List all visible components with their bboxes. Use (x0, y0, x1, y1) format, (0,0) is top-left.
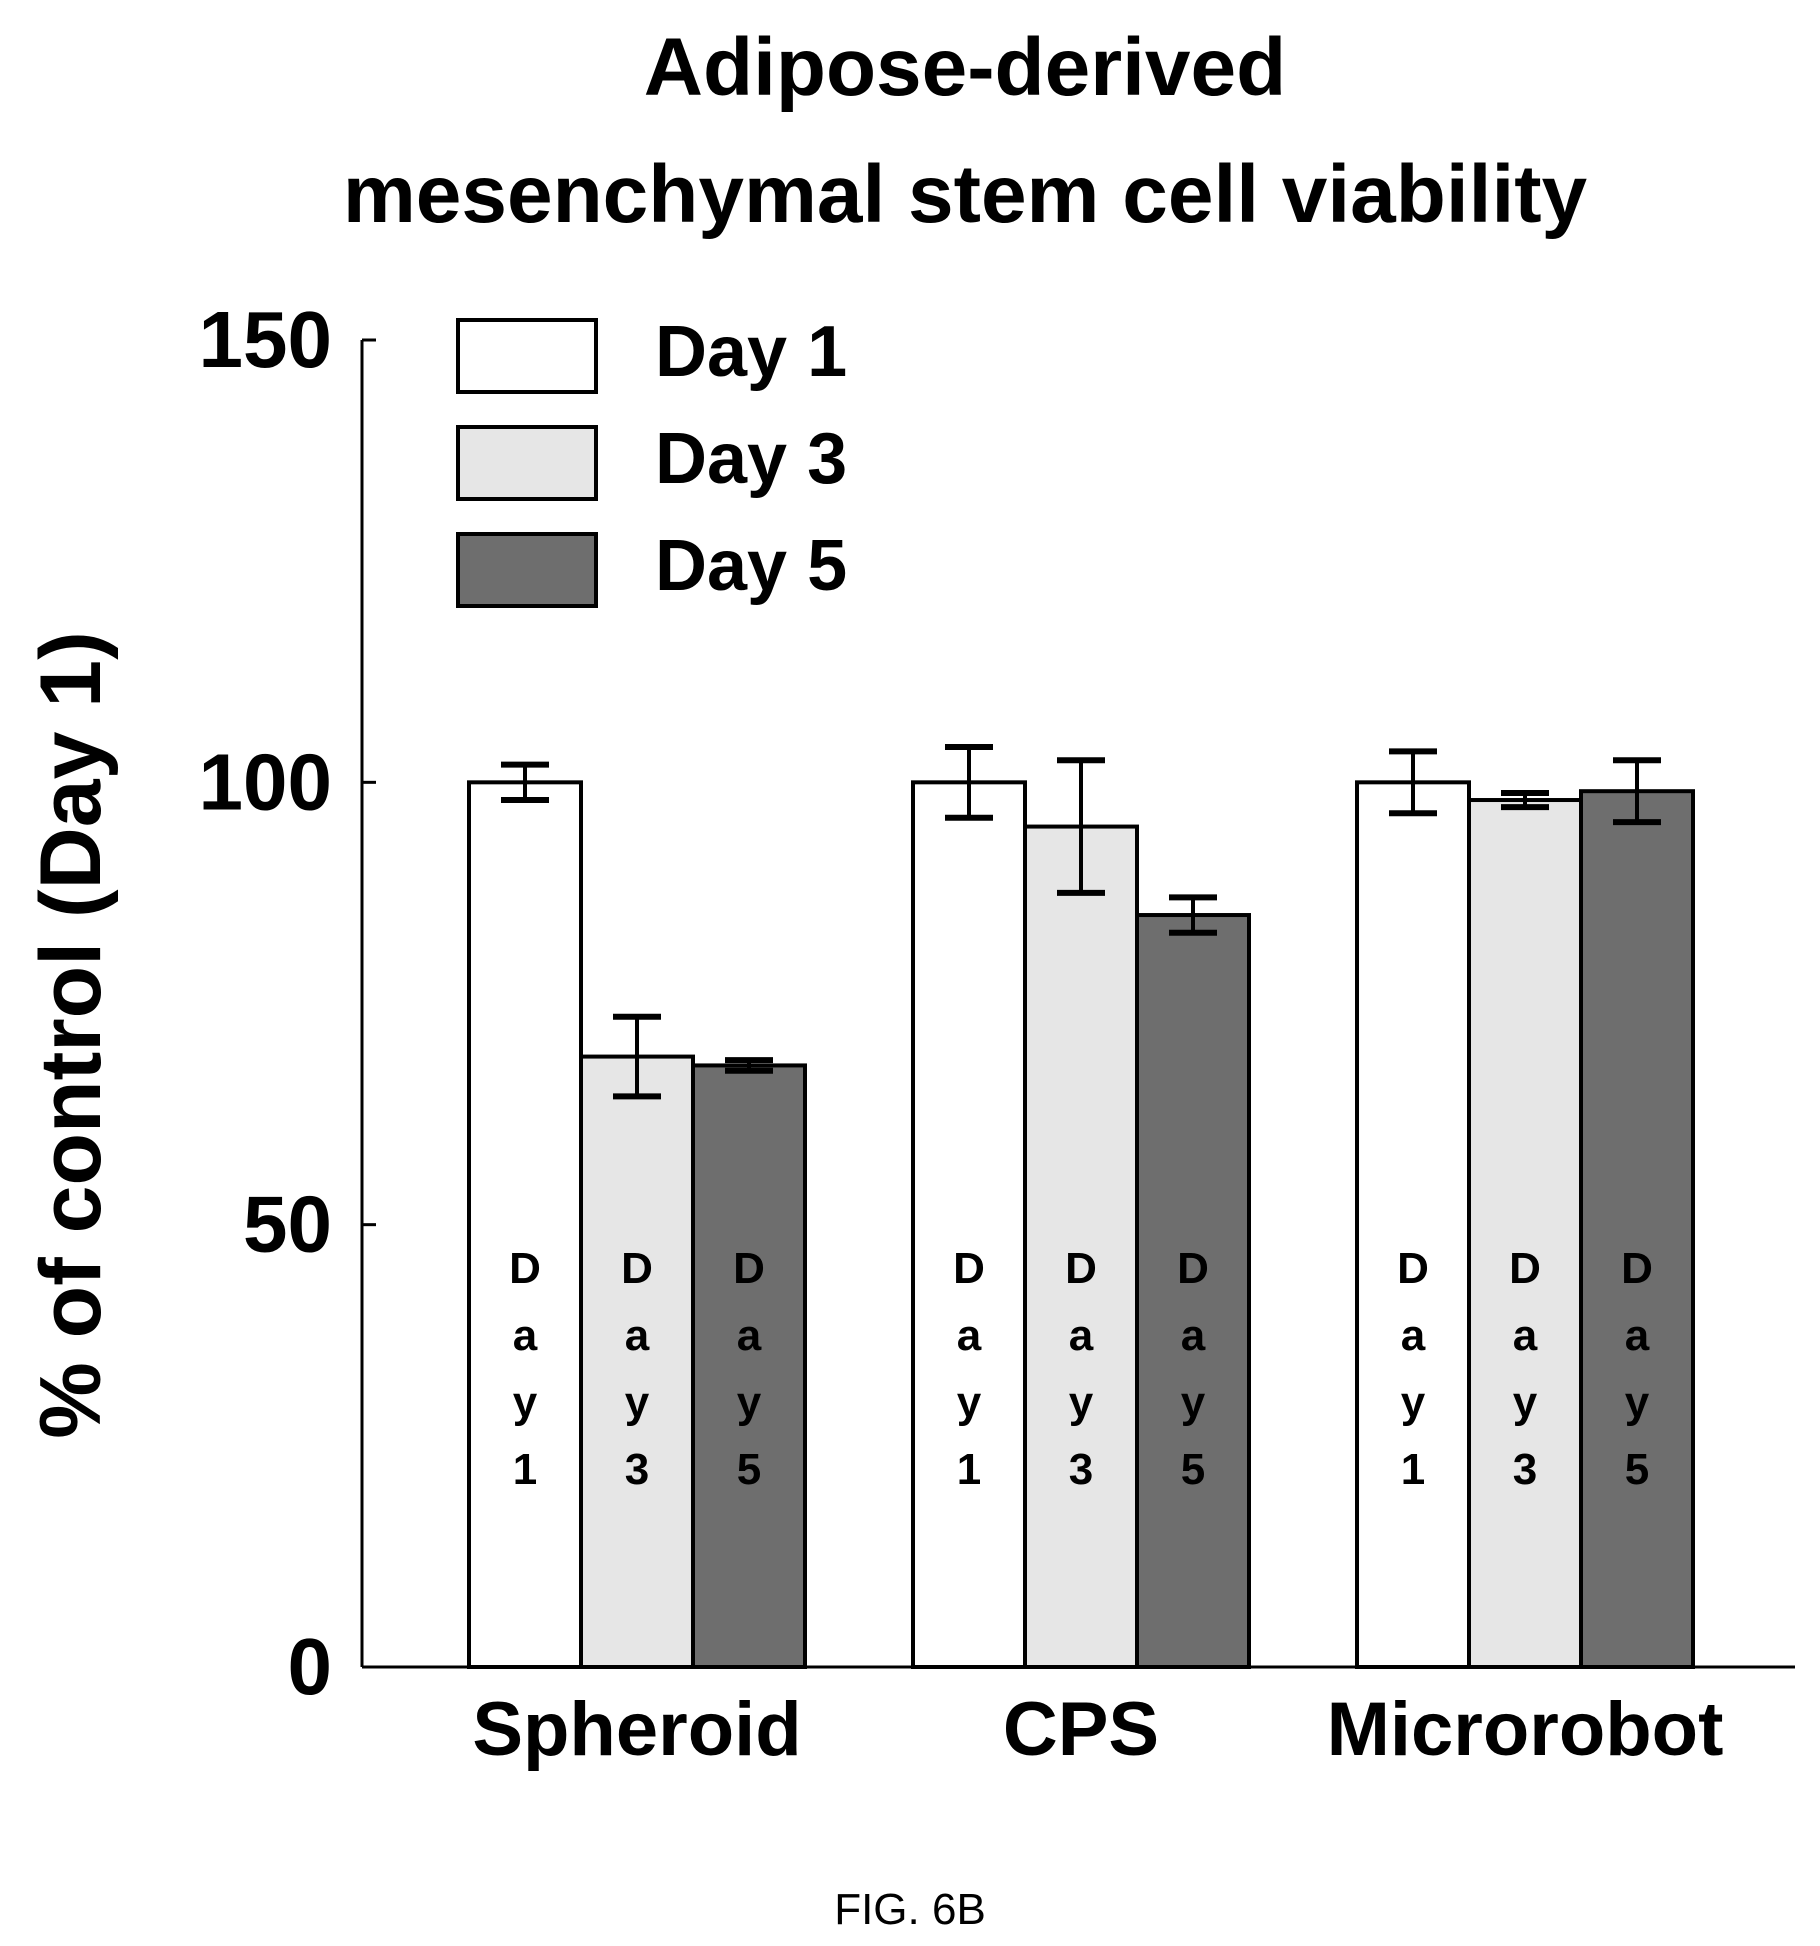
bar-label-char: 1 (957, 1445, 981, 1494)
bar-label-char: D (621, 1244, 653, 1293)
x-tick-label: Spheroid (472, 1687, 801, 1772)
bar-label-char: y (1513, 1378, 1538, 1427)
bar-label-char: a (1069, 1311, 1094, 1360)
bar-label-char: y (1069, 1378, 1094, 1427)
bar (1579, 789, 1695, 1669)
bar-label-char: y (1181, 1378, 1206, 1427)
legend-swatch (456, 532, 598, 608)
bar (911, 780, 1027, 1669)
bar (467, 780, 583, 1669)
bar-label-char: D (953, 1244, 985, 1293)
bar (1135, 913, 1251, 1669)
bar-label-char: 5 (1625, 1445, 1649, 1494)
chart-title-line-2: mesenchymal stem cell viability (343, 149, 1588, 240)
x-tick-label: CPS (1003, 1687, 1159, 1772)
chart-title: Adipose-derived mesenchymal stem cell vi… (343, 22, 1588, 240)
legend-label: Day 5 (655, 526, 847, 606)
axes: 0 50 100 150 Spheroid CPS Microrobot (199, 295, 1795, 1772)
bar-label-char: y (957, 1378, 982, 1427)
bar-label-char: a (513, 1311, 538, 1360)
bar-label-char: 3 (1513, 1445, 1537, 1494)
bar-label-char: y (737, 1378, 762, 1427)
bar-label-char: 1 (513, 1445, 537, 1494)
legend: Day 1 Day 3 Day 5 (456, 312, 847, 608)
bar-label-char: D (509, 1244, 541, 1293)
bar-label-char: 5 (1181, 1445, 1205, 1494)
legend-swatch (456, 318, 598, 394)
bar (1467, 798, 1583, 1669)
legend-label: Day 1 (655, 312, 847, 392)
bar-label-char: y (513, 1378, 538, 1427)
x-tick-label: Microrobot (1327, 1687, 1724, 1772)
y-tick-label: 100 (199, 737, 332, 826)
bar-label-char: D (1065, 1244, 1097, 1293)
bar-label-char: 3 (625, 1445, 649, 1494)
bar-label-char: a (625, 1311, 650, 1360)
bar-label-char: a (1401, 1311, 1426, 1360)
chart-title-line-1: Adipose-derived (644, 22, 1286, 113)
bar-label-char: a (1625, 1311, 1650, 1360)
bar (1355, 780, 1471, 1669)
bar-label-char: a (737, 1311, 762, 1360)
bar-label-char: y (1625, 1378, 1650, 1427)
bar-label-char: D (1177, 1244, 1209, 1293)
bar-label-char: 5 (737, 1445, 761, 1494)
y-tick-label: 150 (199, 295, 332, 384)
bar-label-char: D (1621, 1244, 1653, 1293)
bar-label-char: a (1181, 1311, 1206, 1360)
bar (579, 1054, 695, 1669)
bar-label-char: y (625, 1378, 650, 1427)
legend-label: Day 3 (655, 419, 847, 499)
bar (691, 1063, 807, 1669)
bar-label-char: y (1401, 1378, 1426, 1427)
bar-label-char: 1 (1401, 1445, 1425, 1494)
y-axis-label: % of control (Day 1) (23, 631, 119, 1439)
bar-label-char: D (1397, 1244, 1429, 1293)
y-tick-label: 0 (288, 1622, 333, 1711)
figure-caption: FIG. 6B (834, 1885, 986, 1934)
bar-label-char: a (957, 1311, 982, 1360)
bar-label-char: a (1513, 1311, 1538, 1360)
bar-label-char: 3 (1069, 1445, 1093, 1494)
bar (1023, 824, 1139, 1669)
bar-label-char: D (733, 1244, 765, 1293)
y-tick-label: 50 (243, 1180, 332, 1269)
legend-swatch (456, 425, 598, 501)
bar-label-char: D (1509, 1244, 1541, 1293)
